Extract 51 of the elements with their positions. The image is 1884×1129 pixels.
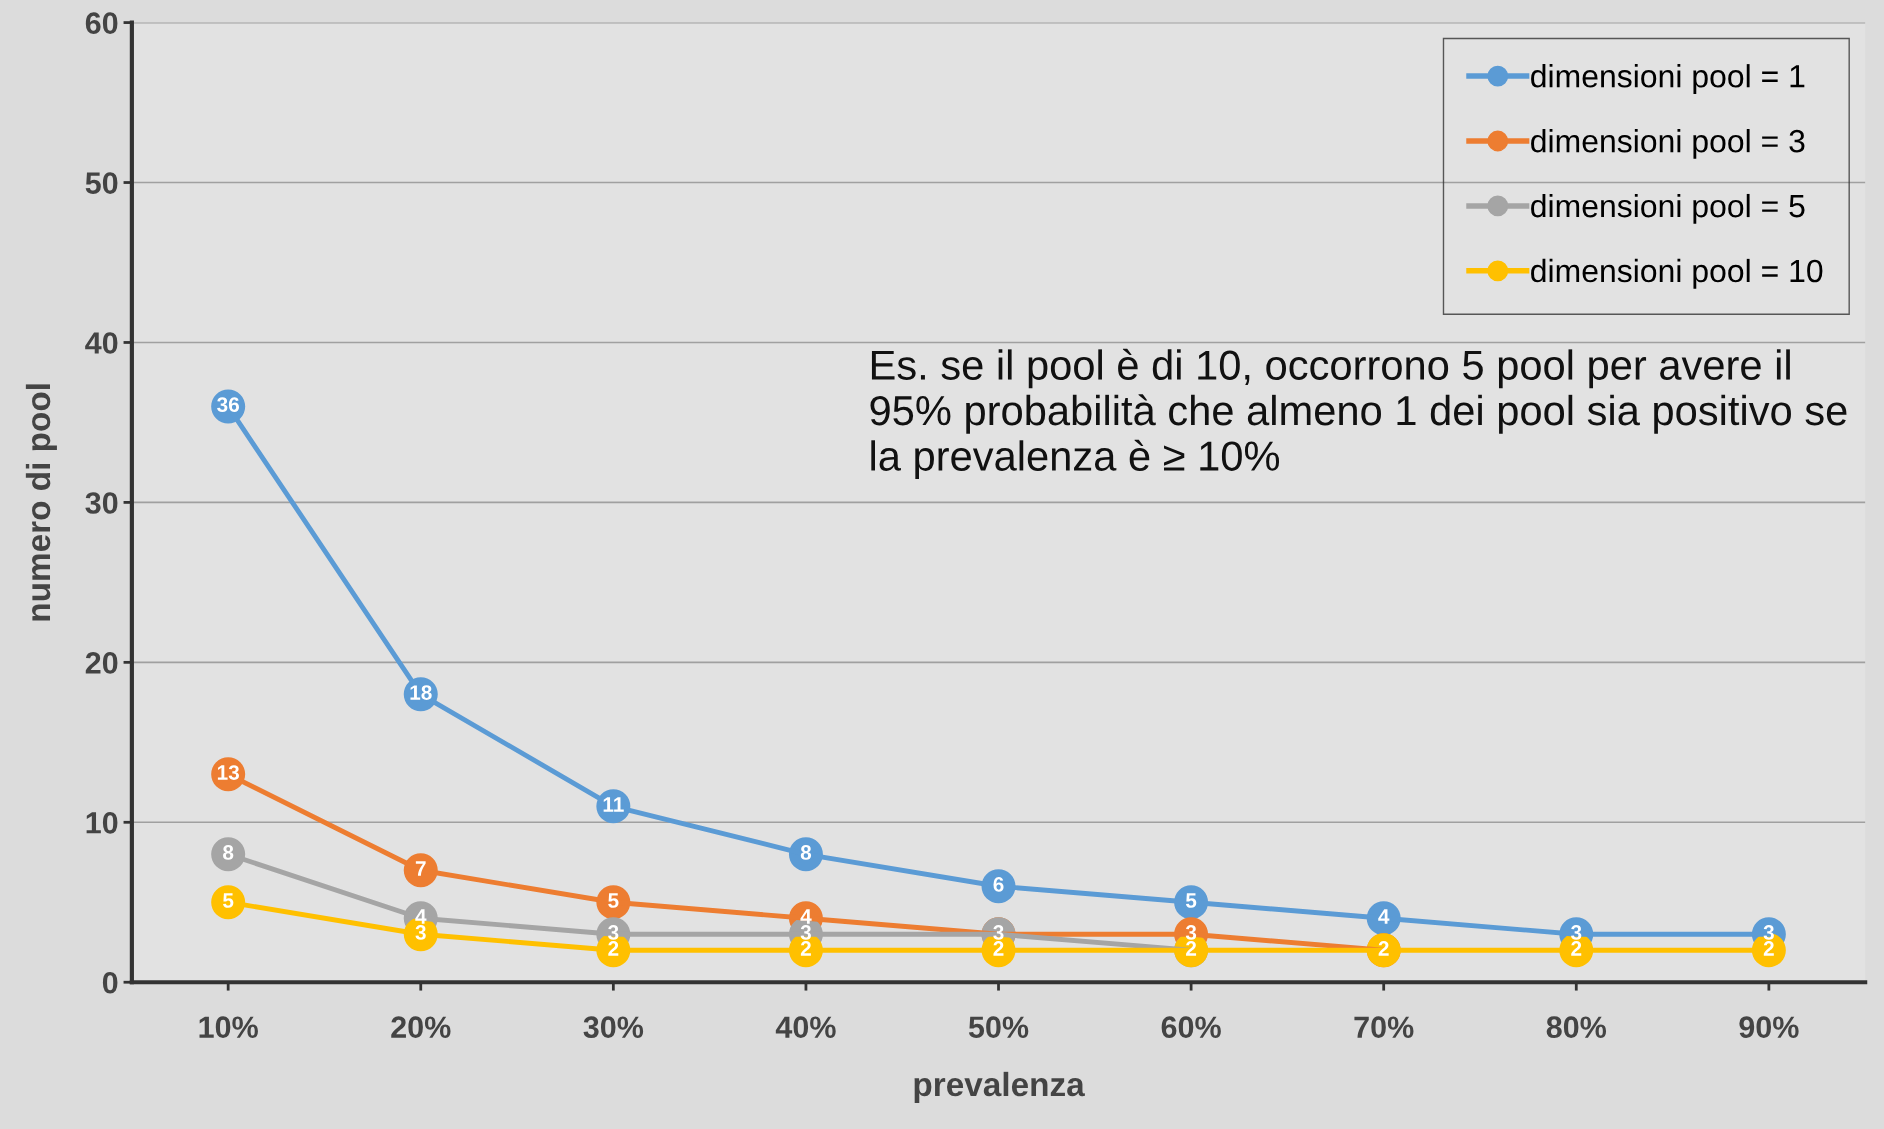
data-label: 2 xyxy=(1571,941,1582,956)
data-label: 2 xyxy=(1763,941,1774,956)
data-label: 3 xyxy=(993,925,1004,940)
x-tick-label: 30% xyxy=(583,1016,644,1039)
y-tick-label: 30 xyxy=(85,492,118,514)
x-tick-label: 20% xyxy=(391,1016,451,1039)
data-label: 3 xyxy=(608,925,619,940)
y-tick-label: 10 xyxy=(86,812,118,834)
data-label: 5 xyxy=(608,893,619,908)
data-label: 6 xyxy=(993,877,1004,892)
x-axis-title: prevalenza xyxy=(914,1071,1085,1103)
legend-label: dimensioni pool = 3 xyxy=(1531,129,1805,159)
data-label: 8 xyxy=(223,845,234,860)
data-label: 8 xyxy=(800,845,812,860)
data-label: 5 xyxy=(223,893,234,908)
y-tick-label: 0 xyxy=(102,971,118,994)
data-label: 5 xyxy=(1185,893,1197,908)
x-tick-label: 90% xyxy=(1739,1016,1799,1039)
y-tick-label: 60 xyxy=(85,12,118,34)
data-label: 2 xyxy=(608,941,619,956)
data-label: 7 xyxy=(415,861,426,876)
x-tick-label: 50% xyxy=(968,1016,1029,1039)
data-label: 13 xyxy=(217,765,240,780)
y-tick-label: 50 xyxy=(85,172,118,194)
data-label: 2 xyxy=(1378,941,1389,956)
data-label: 4 xyxy=(415,909,427,924)
x-tick-label: 40% xyxy=(775,1016,836,1039)
data-label: 18 xyxy=(410,685,432,700)
data-label: 4 xyxy=(800,909,812,924)
y-tick-label: 40 xyxy=(85,332,118,354)
data-label: 3 xyxy=(1185,925,1197,940)
legend-label: dimensioni pool = 1 xyxy=(1531,64,1805,94)
y-axis-title: numero di pool xyxy=(25,384,57,621)
data-label: 11 xyxy=(603,797,624,812)
data-label: 3 xyxy=(1763,925,1774,940)
data-label: 2 xyxy=(800,941,811,956)
annotation: Es. se il pool è di 10, occorrono 5 pool per avere il 95% probabilità che almeno 1 dei pool sia positivo se la prevalenza è ≥ 10% xyxy=(870,348,1847,480)
data-label: 3 xyxy=(1570,925,1582,940)
data-label: 3 xyxy=(415,925,426,940)
x-tick-label: 80% xyxy=(1546,1016,1607,1039)
data-label: 36 xyxy=(217,397,240,413)
data-label: 2 xyxy=(1186,941,1197,956)
legend-label: dimensioni pool = 5 xyxy=(1531,193,1805,224)
data-label: 2 xyxy=(993,941,1004,956)
data-label: 3 xyxy=(800,925,811,940)
legend-label: dimensioni pool = 10 xyxy=(1531,258,1823,289)
x-tick-label: 60% xyxy=(1161,1016,1221,1039)
x-tick-label: 10% xyxy=(199,1016,258,1039)
y-tick-label: 20 xyxy=(85,652,118,674)
x-tick-label: 70% xyxy=(1354,1016,1414,1039)
data-label: 4 xyxy=(1378,909,1390,924)
